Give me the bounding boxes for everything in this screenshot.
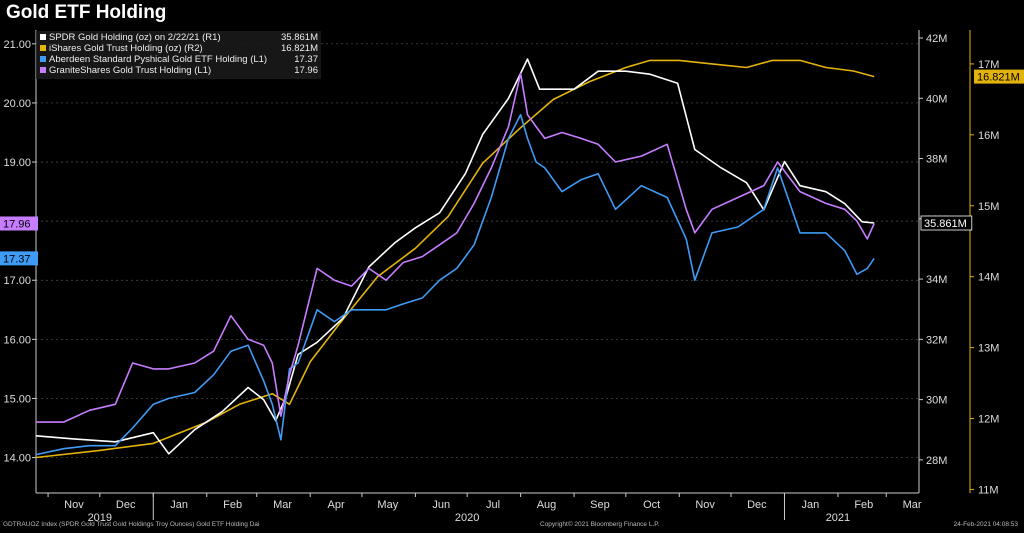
legend-value-1: 16.821M [281, 43, 318, 54]
left-tick-label-6: 20.00 [3, 98, 31, 110]
left-tick-label-0: 14.00 [3, 453, 31, 465]
right2-tick-label-6: 17M [978, 59, 999, 71]
series-line-0 [35, 58, 875, 455]
x-tick-label-14: Jan [801, 499, 819, 511]
last-value-label-2: 17.37 [3, 253, 31, 265]
year-label-1: 2020 [455, 512, 479, 524]
legend-name-0: SPDR Gold Holding (oz) on 2/22/21 (R1) [49, 32, 221, 43]
right2-tick-label-4: 15M [978, 201, 999, 213]
right1-tick-label-7: 42M [926, 33, 947, 45]
right2-tick-label-3: 14M [978, 272, 999, 284]
legend-value-0: 35.861M [281, 32, 318, 43]
x-tick-label-6: May [377, 499, 398, 511]
left-tick-label-3: 17.00 [3, 275, 31, 287]
last-value-label-3: 17.96 [3, 218, 31, 230]
year-label-2: 2021 [826, 512, 850, 524]
footer-source: GDTRAUOZ Index (SPDR Gold Trust Gold Hol… [3, 521, 260, 528]
footer-timestamp: 24-Feb-2021 04:08:53 [953, 521, 1018, 528]
x-tick-label-7: Jun [432, 499, 450, 511]
last-value-tag-3 [0, 216, 38, 231]
right2-tick-label-2: 13M [978, 343, 999, 355]
legend-box [36, 31, 321, 79]
year-label-0: 2019 [88, 512, 112, 524]
legend-swatch-1 [40, 45, 46, 51]
x-tick-label-15: Feb [854, 499, 873, 511]
legend-layer: SPDR Gold Holding (oz) on 2/22/21 (R1) 35… [36, 31, 321, 79]
legend-swatch-3 [40, 67, 46, 73]
right1-tick-label-6: 40M [926, 93, 947, 105]
legend-name-3: GraniteShares Gold Trust Holding (L1) [49, 65, 211, 76]
right1-tick-label-2: 32M [926, 334, 947, 346]
right1-tick-label-5: 38M [926, 154, 947, 166]
last-value-tag-0 [920, 215, 973, 231]
legend-name-1: iShares Gold Trust Holding (oz) (R2) [49, 43, 203, 54]
right1-tick-label-0: 28M [926, 455, 947, 467]
last-value-label-1: 16.821M [977, 72, 1020, 84]
legend-value-3: 17.96 [294, 65, 318, 76]
series-line-1 [35, 59, 875, 459]
label-layer: 35.861M 16.821M 17.37 17.96 [0, 69, 1024, 266]
legend-swatch-0 [40, 34, 46, 40]
right2-tick-label-5: 16M [978, 130, 999, 142]
grid-layer [36, 43, 919, 458]
footer-copyright: Copyright© 2021 Bloomberg Finance L.P. [540, 521, 660, 528]
series-layer [35, 58, 875, 459]
x-tick-label-16: Mar [903, 499, 922, 511]
legend-swatch-2 [40, 56, 46, 62]
series-line-2 [35, 113, 875, 456]
legend-name-2: Aberdeen Standard Pyshical Gold ETF Hold… [49, 54, 267, 65]
x-tick-label-5: Apr [328, 499, 345, 511]
last-value-tag-2 [0, 251, 38, 266]
axis-layer: 14.0015.0016.0017.0018.0019.0020.0021.00… [3, 30, 999, 524]
x-tick-label-2: Jan [170, 499, 188, 511]
last-value-label-0: 35.861M [924, 218, 967, 230]
right2-tick-label-0: 11M [978, 484, 999, 496]
x-tick-label-11: Oct [643, 499, 660, 511]
x-tick-label-3: Feb [223, 499, 242, 511]
x-tick-label-9: Aug [537, 499, 557, 511]
x-tick-label-1: Dec [116, 499, 136, 511]
left-tick-label-7: 21.00 [3, 39, 31, 51]
x-tick-label-12: Nov [695, 499, 715, 511]
chart-title: Gold ETF Holding [6, 2, 167, 23]
legend-value-2: 17.37 [294, 54, 318, 65]
series-line-3 [36, 72, 875, 423]
last-value-tag-1 [974, 69, 1024, 84]
x-tick-label-8: Jul [486, 499, 500, 511]
right2-tick-label-1: 12M [978, 414, 999, 426]
left-tick-label-2: 16.00 [3, 334, 31, 346]
x-tick-label-13: Dec [747, 499, 767, 511]
right1-tick-label-3: 34M [926, 274, 947, 286]
right1-tick-label-1: 30M [926, 395, 947, 407]
x-tick-label-10: Sep [590, 499, 610, 511]
x-tick-label-4: Mar [273, 499, 292, 511]
x-tick-label-0: Nov [64, 499, 84, 511]
left-tick-label-1: 15.00 [3, 393, 31, 405]
left-tick-label-5: 19.00 [3, 157, 31, 169]
